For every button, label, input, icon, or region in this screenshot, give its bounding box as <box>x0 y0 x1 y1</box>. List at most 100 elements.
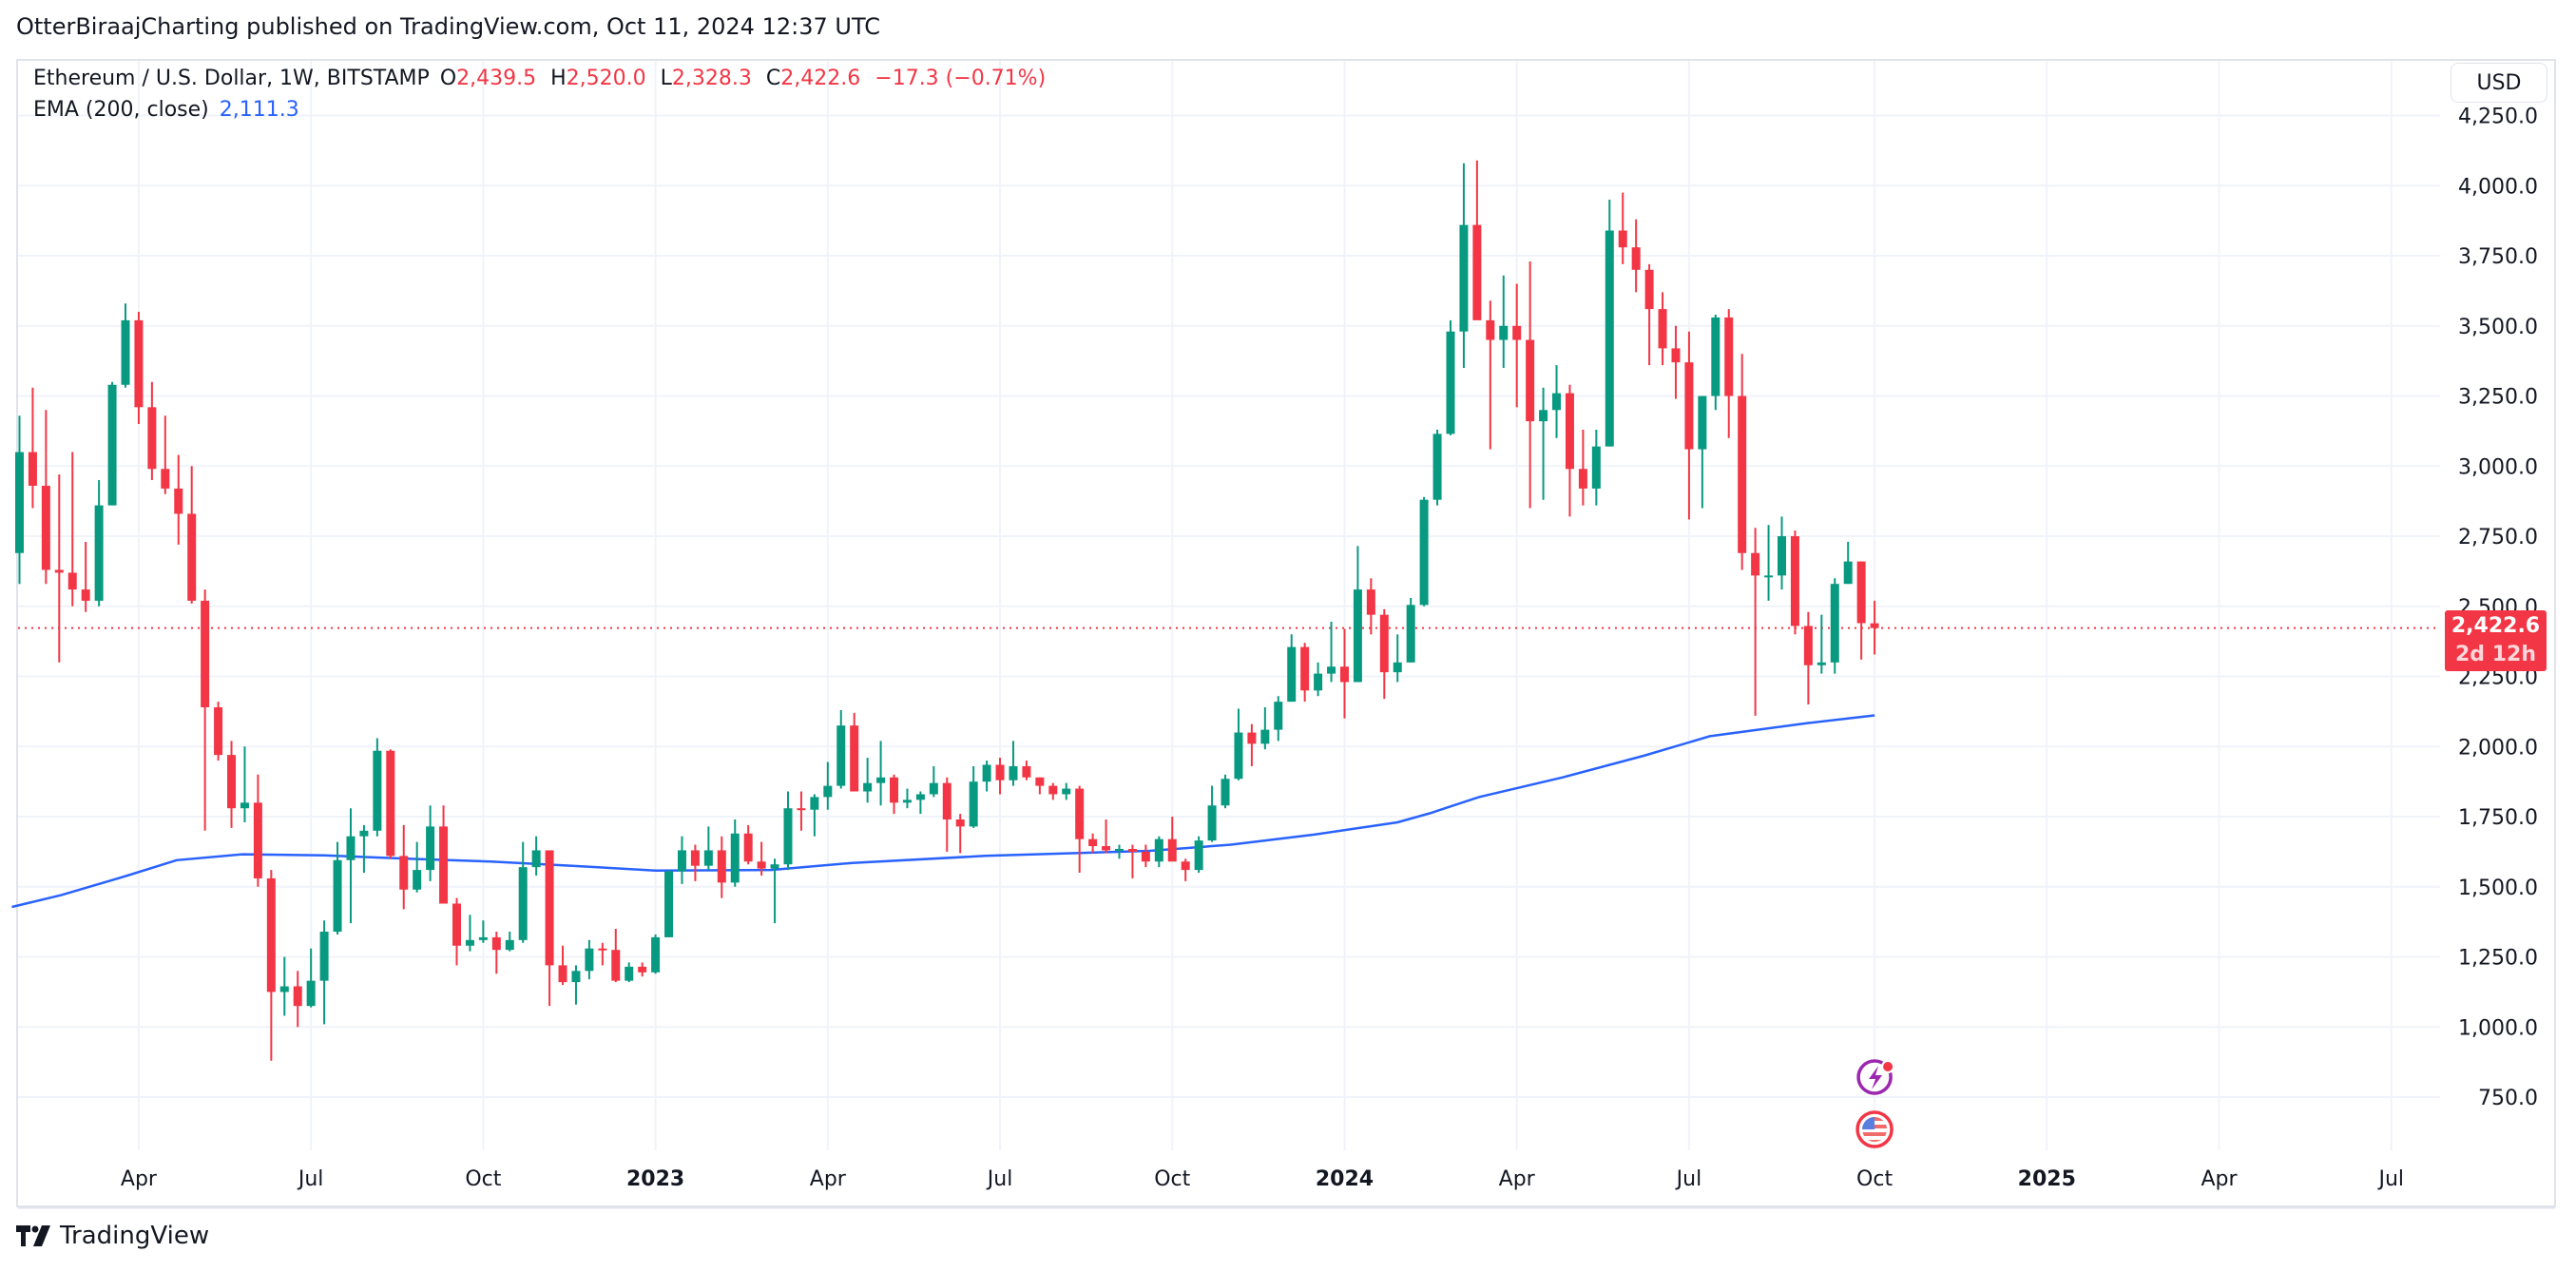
candle-body <box>1062 788 1071 795</box>
candle-body <box>651 936 661 973</box>
us-flag-economic-event-icon[interactable] <box>1855 1110 1894 1148</box>
candle-up <box>1499 275 1509 369</box>
candle-up <box>571 965 581 1005</box>
candle-down <box>227 741 237 828</box>
candle-body <box>1035 777 1045 786</box>
candle-body <box>1631 247 1641 270</box>
candle-body <box>1856 561 1866 624</box>
candle-body <box>465 939 474 946</box>
candle-body <box>836 725 846 786</box>
high-label: H <box>550 67 567 90</box>
candle-body <box>902 800 912 803</box>
candle-up <box>14 415 24 585</box>
candle-up <box>770 858 779 924</box>
candle-down <box>611 929 621 983</box>
lightning-event-icon[interactable] <box>1856 1059 1895 1095</box>
candle-up <box>1207 785 1217 842</box>
candle-down <box>1379 608 1389 700</box>
close-label: C <box>765 67 781 90</box>
candle-up <box>478 920 488 943</box>
candle-body <box>1314 673 1323 691</box>
time-tick-label: Jul <box>2376 1167 2404 1191</box>
price-tick-label: 1,250.0 <box>2458 947 2538 971</box>
candle-body <box>730 833 740 883</box>
candle-body <box>638 966 647 973</box>
candle-up <box>319 920 329 1025</box>
price-tick-label: 1,500.0 <box>2458 877 2538 900</box>
time-tick-label: Oct <box>1154 1167 1190 1191</box>
open-value: 2,439.5 <box>456 67 537 90</box>
candle-body <box>279 986 289 993</box>
candle-up <box>346 808 356 924</box>
candle-up <box>1327 622 1336 683</box>
candle-body <box>585 948 594 972</box>
candle-body <box>1578 469 1587 489</box>
candle-body <box>81 589 90 601</box>
candle-up <box>1539 387 1548 500</box>
candle-down <box>558 945 567 986</box>
time-tick-label: Oct <box>465 1167 501 1191</box>
time-tick-label: Jul <box>1675 1167 1702 1191</box>
candle-down <box>491 932 501 974</box>
candle-body <box>293 986 302 1007</box>
candle-down <box>1339 628 1349 719</box>
candle-body <box>373 750 382 831</box>
candle-down <box>1526 260 1535 509</box>
candle-body <box>1778 536 1786 576</box>
candle-body <box>214 707 223 756</box>
candle-up <box>876 741 886 806</box>
candle-down <box>214 702 223 761</box>
candles <box>14 160 1879 1061</box>
candle-up <box>1764 525 1774 601</box>
candle-body <box>1751 552 1760 576</box>
tradingview-logo[interactable]: TradingView <box>16 1222 209 1250</box>
candle-up <box>240 746 249 822</box>
candle-up <box>306 948 316 1008</box>
candle-body <box>1393 662 1402 673</box>
candle-body <box>690 850 700 866</box>
candle-down <box>1870 600 1879 655</box>
candle-body <box>306 980 316 1007</box>
price-tick-label: 750.0 <box>2478 1087 2538 1110</box>
candle-body <box>1300 646 1310 691</box>
candle-up <box>1778 516 1786 590</box>
candle-down <box>1141 844 1150 868</box>
candle-body <box>1644 269 1654 310</box>
change-value: −17.3 (−0.71%) <box>875 67 1047 90</box>
candle-down <box>28 387 37 509</box>
candle-body <box>1194 840 1203 871</box>
candle-down <box>1631 219 1641 293</box>
candle-up <box>531 836 541 876</box>
candle-body <box>1671 348 1681 363</box>
candle-body <box>531 850 541 868</box>
candle-body <box>1234 732 1243 780</box>
candle-body <box>969 781 978 827</box>
candle-up <box>1314 662 1323 697</box>
currency-button[interactable]: USD <box>2451 63 2547 103</box>
candle-body <box>1287 646 1297 703</box>
candle-body <box>1830 584 1839 663</box>
candle-up <box>373 738 382 837</box>
candle-up <box>1406 597 1415 663</box>
price-tick-label: 3,500.0 <box>2458 316 2538 339</box>
time-tick-label: 2024 <box>1316 1167 1374 1191</box>
candle-down <box>1803 611 1813 705</box>
ema-legend[interactable]: EMA (200, close) 2,111.3 <box>33 98 303 122</box>
candle-body <box>1817 662 1826 665</box>
candle-down <box>1075 785 1085 874</box>
candle-body <box>134 319 144 408</box>
candle-up <box>1446 319 1455 435</box>
candle-up <box>1419 496 1429 607</box>
candle-body <box>1486 319 1495 340</box>
candle-body <box>1843 561 1853 585</box>
candle-body <box>201 600 210 707</box>
candle-up <box>121 303 130 388</box>
candle-body <box>161 469 170 489</box>
candle-body <box>942 782 952 819</box>
candle-down <box>1127 844 1137 878</box>
price-tick-label: 3,000.0 <box>2458 455 2538 479</box>
candle-body <box>1260 729 1270 744</box>
candle-body <box>571 971 581 983</box>
ema-value: 2,111.3 <box>219 98 299 122</box>
